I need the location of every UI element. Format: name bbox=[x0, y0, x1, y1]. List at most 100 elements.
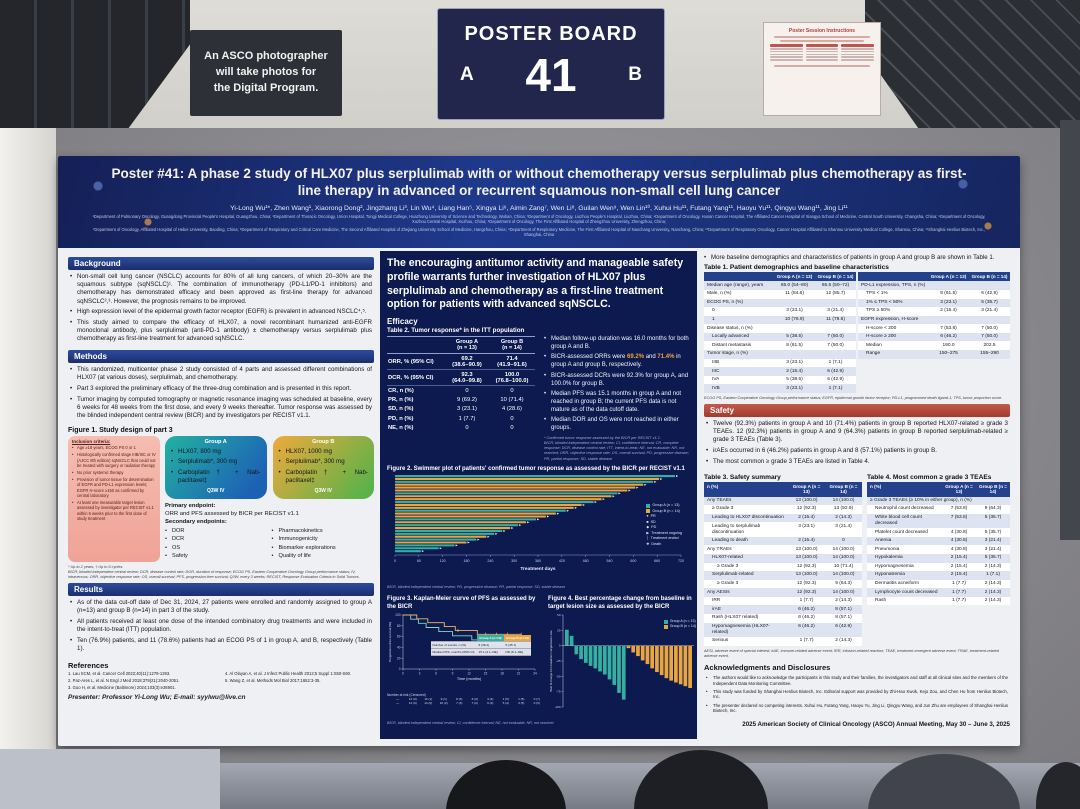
table-row: Lymphocyte count decreased 1 (7.7) 2 (14.3… bbox=[867, 588, 1010, 597]
legend-label: Treatment ongoing bbox=[651, 530, 682, 535]
bullet-marker: • bbox=[544, 372, 547, 379]
svg-text:24: 24 bbox=[533, 672, 537, 676]
table-row: Hypomagnesemia 2 (15.4) 2 (14.3) bbox=[867, 562, 1010, 572]
group-b-regimen: • HLX07, 1000 mg • Serplulimab*, 300 mg • Car… bbox=[279, 448, 369, 486]
svg-text:25: 25 bbox=[557, 628, 561, 632]
bullet-marker: • bbox=[544, 354, 547, 361]
cell-group-b: 6 (42.9) bbox=[827, 368, 844, 374]
table-row: Hypomagnesemia (HLX07-related) 6 (46.2) 6 … bbox=[704, 622, 862, 638]
row-label: Distant metastasis bbox=[712, 342, 752, 348]
bullet-marker: • bbox=[271, 553, 274, 560]
bullet-item: • All patients received at least one dose… bbox=[70, 618, 372, 634]
svg-text:0: 0 bbox=[559, 644, 561, 648]
table-header-row: Group A (n = 13) Group B (n = 14) bbox=[704, 271, 856, 282]
tables34-footnote: AESI, adverse event of special interest;… bbox=[704, 648, 999, 658]
cell-group-a: 2 (15.4) bbox=[950, 572, 968, 578]
column-header: Group B (n = 14) bbox=[500, 339, 524, 352]
bullet-text: Serplulimab*, 300 mg bbox=[285, 458, 345, 466]
row-label: IIIC bbox=[712, 368, 720, 374]
row-label: EGFR expression, H-score bbox=[861, 317, 919, 323]
table4-title: Table 4. Most common ≥ grade 3 TEAEs bbox=[867, 473, 992, 481]
bullet-item: • The most common ≥ grade 3 TEAEs are lis… bbox=[706, 458, 1008, 466]
figure1-title: Figure 1. Study design of part 3 bbox=[68, 426, 173, 434]
legend-swatch bbox=[663, 625, 668, 630]
bullet-text: The presenter declared no competing inte… bbox=[713, 702, 1008, 714]
bullet-marker: • bbox=[271, 544, 274, 551]
bullet-text: The most common ≥ grade 3 TEAEs are list… bbox=[713, 457, 870, 465]
cell-group-a: 7 (53.8) bbox=[940, 325, 957, 331]
bullet-marker: • bbox=[271, 536, 274, 543]
text-segment: in group A and group B, respectively. bbox=[551, 354, 681, 369]
svg-text:360: 360 bbox=[535, 559, 541, 563]
row-label: Pneumonia bbox=[875, 546, 900, 552]
risk-cell: 10 (1) bbox=[424, 697, 433, 702]
column-header: Group B (n = 14) bbox=[971, 273, 1008, 279]
pillar-right bbox=[1060, 120, 1080, 540]
column-header bbox=[858, 272, 928, 282]
references-title: References bbox=[68, 660, 109, 670]
row-label: NE, n (%) bbox=[388, 424, 414, 431]
secondary-endpoints-label: Secondary endpoints: bbox=[165, 518, 227, 525]
inclusion-criteria-list: • Age ≥18 years, ECOG PS 0 or 1 • Histologi… bbox=[72, 445, 156, 521]
column-header: n (%) bbox=[870, 483, 882, 489]
row-label: TPS < 1% bbox=[866, 291, 888, 297]
svg-text:0: 0 bbox=[394, 559, 396, 563]
row-label: PD, n (%) bbox=[388, 415, 414, 422]
bullet-item: • Median DOR and OS were not reached in e… bbox=[544, 417, 690, 433]
bullet-marker: • bbox=[278, 458, 281, 466]
primary-endpoint-text: ORR and PFS assessed by BICR per RECIST … bbox=[165, 510, 299, 517]
reference-item: 1. Lau SCM, et al. Cancer Cell 2022;40(1… bbox=[68, 670, 171, 676]
bullet-text: Part 3 explored the preliminary efficacy… bbox=[77, 384, 352, 392]
table2-caption: Table 2. Tumor response* in the ITT popu… bbox=[387, 327, 525, 335]
row-label: Disease status, n (%) bbox=[707, 325, 753, 331]
risk-cell: 3 (5) bbox=[518, 701, 525, 706]
right-column: • More baseline demographics and charact… bbox=[704, 254, 1010, 728]
poster-header: Poster #41: A phase 2 study of HLX07 plu… bbox=[58, 156, 1020, 248]
bullet-text: BICR-assessed ORRs were 69.2% and 71.4% … bbox=[551, 354, 690, 370]
svg-text:50: 50 bbox=[557, 613, 561, 617]
cell-group-b: 14 (100.0) bbox=[832, 555, 855, 561]
bullet-item: • DOR bbox=[165, 528, 268, 535]
column-header: Group B (n = 14) bbox=[829, 483, 858, 495]
row-label: irAE bbox=[712, 606, 722, 612]
cell-group-b: 14 (100.0) bbox=[832, 497, 855, 503]
table-row: HLX07-related 13 (100.0) 14 (100.0) bbox=[704, 553, 862, 563]
board-slot-b: B bbox=[628, 64, 642, 85]
reference-item: 2. Paz-Ares L, et al. N Engl J Med 2018;… bbox=[68, 677, 180, 683]
group-a-name: Group A bbox=[204, 438, 227, 445]
table-row: Dermatitis acneiform 1 (7.7) 2 (14.3) bbox=[867, 579, 1010, 589]
row-label: Hyponatremia bbox=[875, 572, 905, 578]
table-row: Any AESIs 12 (92.3) 14 (100.0) bbox=[704, 588, 862, 597]
table2-tumor-response: Group A (n = 13) Group B (n = 14) ORR, % (… bbox=[387, 336, 535, 462]
risk-cell: 4 (4) bbox=[487, 697, 494, 702]
svg-text:60: 60 bbox=[397, 635, 401, 639]
table1-right: Group A (n = 13) Group B (n = 14) PD-L1 ex… bbox=[858, 271, 1010, 359]
cell-group-b: 9 (64.3) bbox=[984, 506, 1002, 512]
inclusion-criteria-box: Inclusion criteria: • Age ≥18 years, ECOG… bbox=[68, 435, 160, 562]
table-row: Hyponatremia 2 (15.4) 1 (7.1) bbox=[867, 571, 1010, 580]
row-label: 1% ≤ TPS < 50% bbox=[866, 299, 903, 305]
table-row: CR, n (%) 0 0 bbox=[387, 386, 535, 395]
cell-group-b: 8 (57.1) bbox=[835, 615, 852, 621]
table-row: Distant metastasis 8 (61.5) 7 (50.0) bbox=[704, 341, 856, 351]
row-label: Leading to death bbox=[712, 538, 748, 544]
text-segment: BICR-assessed ORRs were bbox=[551, 354, 628, 361]
reference-item: 4. Al Olayan A, et al. J Infect Public H… bbox=[225, 670, 352, 676]
bullet-item: • Immunogenicity bbox=[272, 536, 375, 543]
table-row: ≥ Grade 3 12 (92.3) 10 (71.4) bbox=[704, 562, 862, 572]
floor-light-area bbox=[0, 749, 220, 809]
bullet-text: BICR-assessed DCRs were 92.3% for group … bbox=[551, 372, 689, 387]
efficacy-bullets-block: • Median follow-up duration was 16.0 mont… bbox=[544, 336, 690, 462]
figure1-footnote: * Up to 2 years; † Up to 6 cycles. BICR,… bbox=[68, 564, 360, 580]
inset-cell: 6 (46.2) bbox=[477, 642, 504, 650]
table-row: Serious 1 (7.7) 2 (14.3) bbox=[704, 637, 862, 646]
table-row: ≥ Grade 3 12 (92.3) 13 (92.9) bbox=[704, 505, 862, 514]
legend-entry: Group A (n = 13) bbox=[646, 503, 682, 509]
cell-group-a: 1 (7.7) bbox=[799, 598, 814, 604]
bullet-text: Immunogenicity bbox=[278, 536, 318, 543]
presenter-line: Presenter: Professor Yi-Long Wu; E-mail:… bbox=[68, 694, 246, 702]
photographer-sign-line: An ASCO photographer bbox=[204, 50, 328, 63]
cell-group-a: 2 (15.4) bbox=[786, 368, 803, 374]
board-number: 41 bbox=[525, 49, 577, 101]
risk-cell: 14 (0) bbox=[424, 701, 433, 706]
